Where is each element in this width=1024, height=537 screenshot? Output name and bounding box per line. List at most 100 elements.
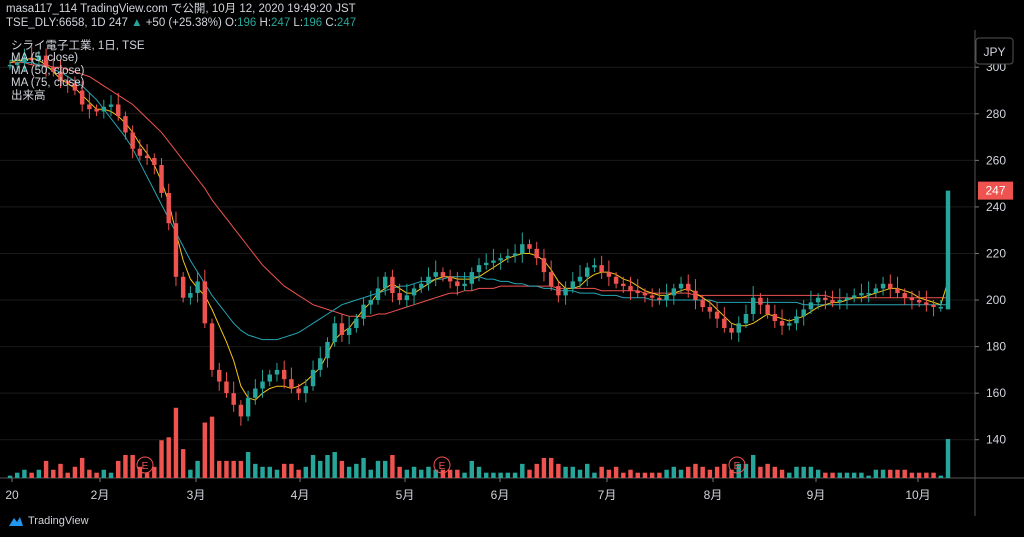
volume-bar bbox=[116, 460, 121, 478]
candle-body bbox=[289, 379, 294, 389]
candle-body bbox=[231, 393, 236, 405]
volume-bar bbox=[14, 472, 20, 478]
candle bbox=[541, 248, 547, 282]
candle bbox=[563, 281, 568, 305]
candle bbox=[137, 139, 143, 161]
volume-bar bbox=[563, 466, 568, 478]
y-tick-label: 260 bbox=[986, 153, 1006, 167]
candle-body bbox=[94, 109, 99, 112]
candle-body bbox=[693, 290, 698, 301]
indicator-legend: シライ電子工業, 1日, TSE MA (5, close) MA (50, c… bbox=[11, 40, 145, 102]
candle-body bbox=[281, 369, 287, 380]
chart-header: masa117_114 TradingView.com で公開, 10月 12,… bbox=[6, 2, 356, 30]
currency-box[interactable] bbox=[975, 37, 1014, 65]
candle-body bbox=[491, 260, 496, 263]
volume-bar bbox=[368, 469, 373, 478]
legend-ma5[interactable]: MA (5, close) bbox=[11, 52, 79, 65]
candle-body bbox=[505, 255, 511, 259]
candle bbox=[260, 369, 265, 398]
volume-bar bbox=[224, 460, 229, 478]
volume-bar bbox=[318, 460, 323, 478]
volume-bar bbox=[512, 472, 518, 478]
legend-ma75[interactable]: MA (75, close) bbox=[11, 77, 85, 90]
volume-bar bbox=[585, 463, 590, 478]
candle bbox=[548, 260, 554, 291]
candle-body bbox=[368, 300, 373, 305]
volume-bar bbox=[873, 469, 879, 478]
candle bbox=[426, 267, 431, 291]
candle-body bbox=[628, 286, 633, 291]
volume-bar bbox=[743, 463, 749, 478]
candle-body bbox=[880, 283, 886, 289]
candle-body bbox=[815, 297, 821, 303]
candle-body bbox=[801, 309, 806, 317]
volume-bar bbox=[880, 469, 886, 478]
candle bbox=[743, 304, 749, 328]
volume-bar bbox=[411, 466, 417, 478]
candle-body bbox=[426, 276, 431, 284]
candle-body bbox=[707, 307, 713, 312]
volume-bar bbox=[238, 460, 244, 478]
volume-bar bbox=[195, 460, 200, 478]
candle bbox=[455, 272, 460, 296]
candle-body bbox=[123, 116, 128, 133]
candle bbox=[72, 76, 78, 96]
brand-name: TradingView bbox=[28, 515, 89, 527]
candle bbox=[787, 318, 792, 331]
candle-body bbox=[159, 165, 164, 193]
volume-bar bbox=[700, 466, 705, 478]
candle-body bbox=[152, 158, 157, 166]
candle bbox=[873, 283, 879, 298]
x-tick-label: 2月 bbox=[91, 488, 110, 502]
volume-bar bbox=[931, 472, 936, 478]
candle bbox=[310, 360, 316, 391]
candle bbox=[382, 272, 388, 296]
volume-bar bbox=[577, 469, 583, 478]
candle-body bbox=[116, 104, 121, 117]
candle bbox=[628, 276, 633, 301]
last-value: 247 bbox=[108, 17, 128, 29]
y-tick-label: 160 bbox=[986, 386, 1006, 400]
candle bbox=[152, 153, 157, 175]
time-axis[interactable]: 20 2月 3月 4月 5月 6月 7月 8月 9月 10月 bbox=[5, 478, 931, 502]
legend-ma50[interactable]: MA (50, close) bbox=[11, 64, 85, 77]
candle-body bbox=[787, 323, 792, 326]
candle-body bbox=[447, 276, 453, 282]
candle bbox=[411, 283, 417, 305]
candle bbox=[202, 269, 208, 328]
volume-bar bbox=[599, 466, 604, 478]
tradingview-brand[interactable]: TradingView bbox=[8, 515, 89, 527]
legend-title[interactable]: シライ電子工業, 1日, TSE bbox=[11, 40, 145, 52]
volume-bar bbox=[830, 472, 835, 478]
candle bbox=[505, 248, 511, 263]
volume-bar bbox=[159, 440, 164, 478]
candle-body bbox=[411, 288, 417, 296]
candle bbox=[397, 283, 402, 305]
candle-body bbox=[729, 327, 734, 333]
high-value: 247 bbox=[271, 17, 291, 29]
volume-bar bbox=[455, 469, 460, 478]
volume-bar bbox=[209, 416, 215, 478]
candle bbox=[404, 283, 410, 308]
candle bbox=[577, 265, 583, 289]
candle bbox=[621, 276, 626, 294]
candle bbox=[361, 297, 366, 326]
x-tick-label: 7月 bbox=[598, 488, 617, 502]
volume-bar bbox=[188, 469, 193, 478]
volume-bar bbox=[483, 472, 489, 478]
candle-body bbox=[534, 248, 539, 259]
earnings-label: E bbox=[734, 461, 741, 472]
open-value: 196 bbox=[237, 17, 257, 29]
candle bbox=[722, 307, 727, 333]
volume-bar bbox=[79, 457, 85, 478]
volume-bar bbox=[823, 472, 828, 478]
candle bbox=[686, 274, 691, 298]
volume-bar bbox=[902, 469, 907, 478]
candle bbox=[180, 272, 186, 303]
volume-bar bbox=[173, 407, 179, 478]
legend-volume[interactable]: 出来高 bbox=[11, 89, 46, 102]
candle bbox=[938, 300, 944, 312]
volume-bar bbox=[505, 472, 511, 478]
